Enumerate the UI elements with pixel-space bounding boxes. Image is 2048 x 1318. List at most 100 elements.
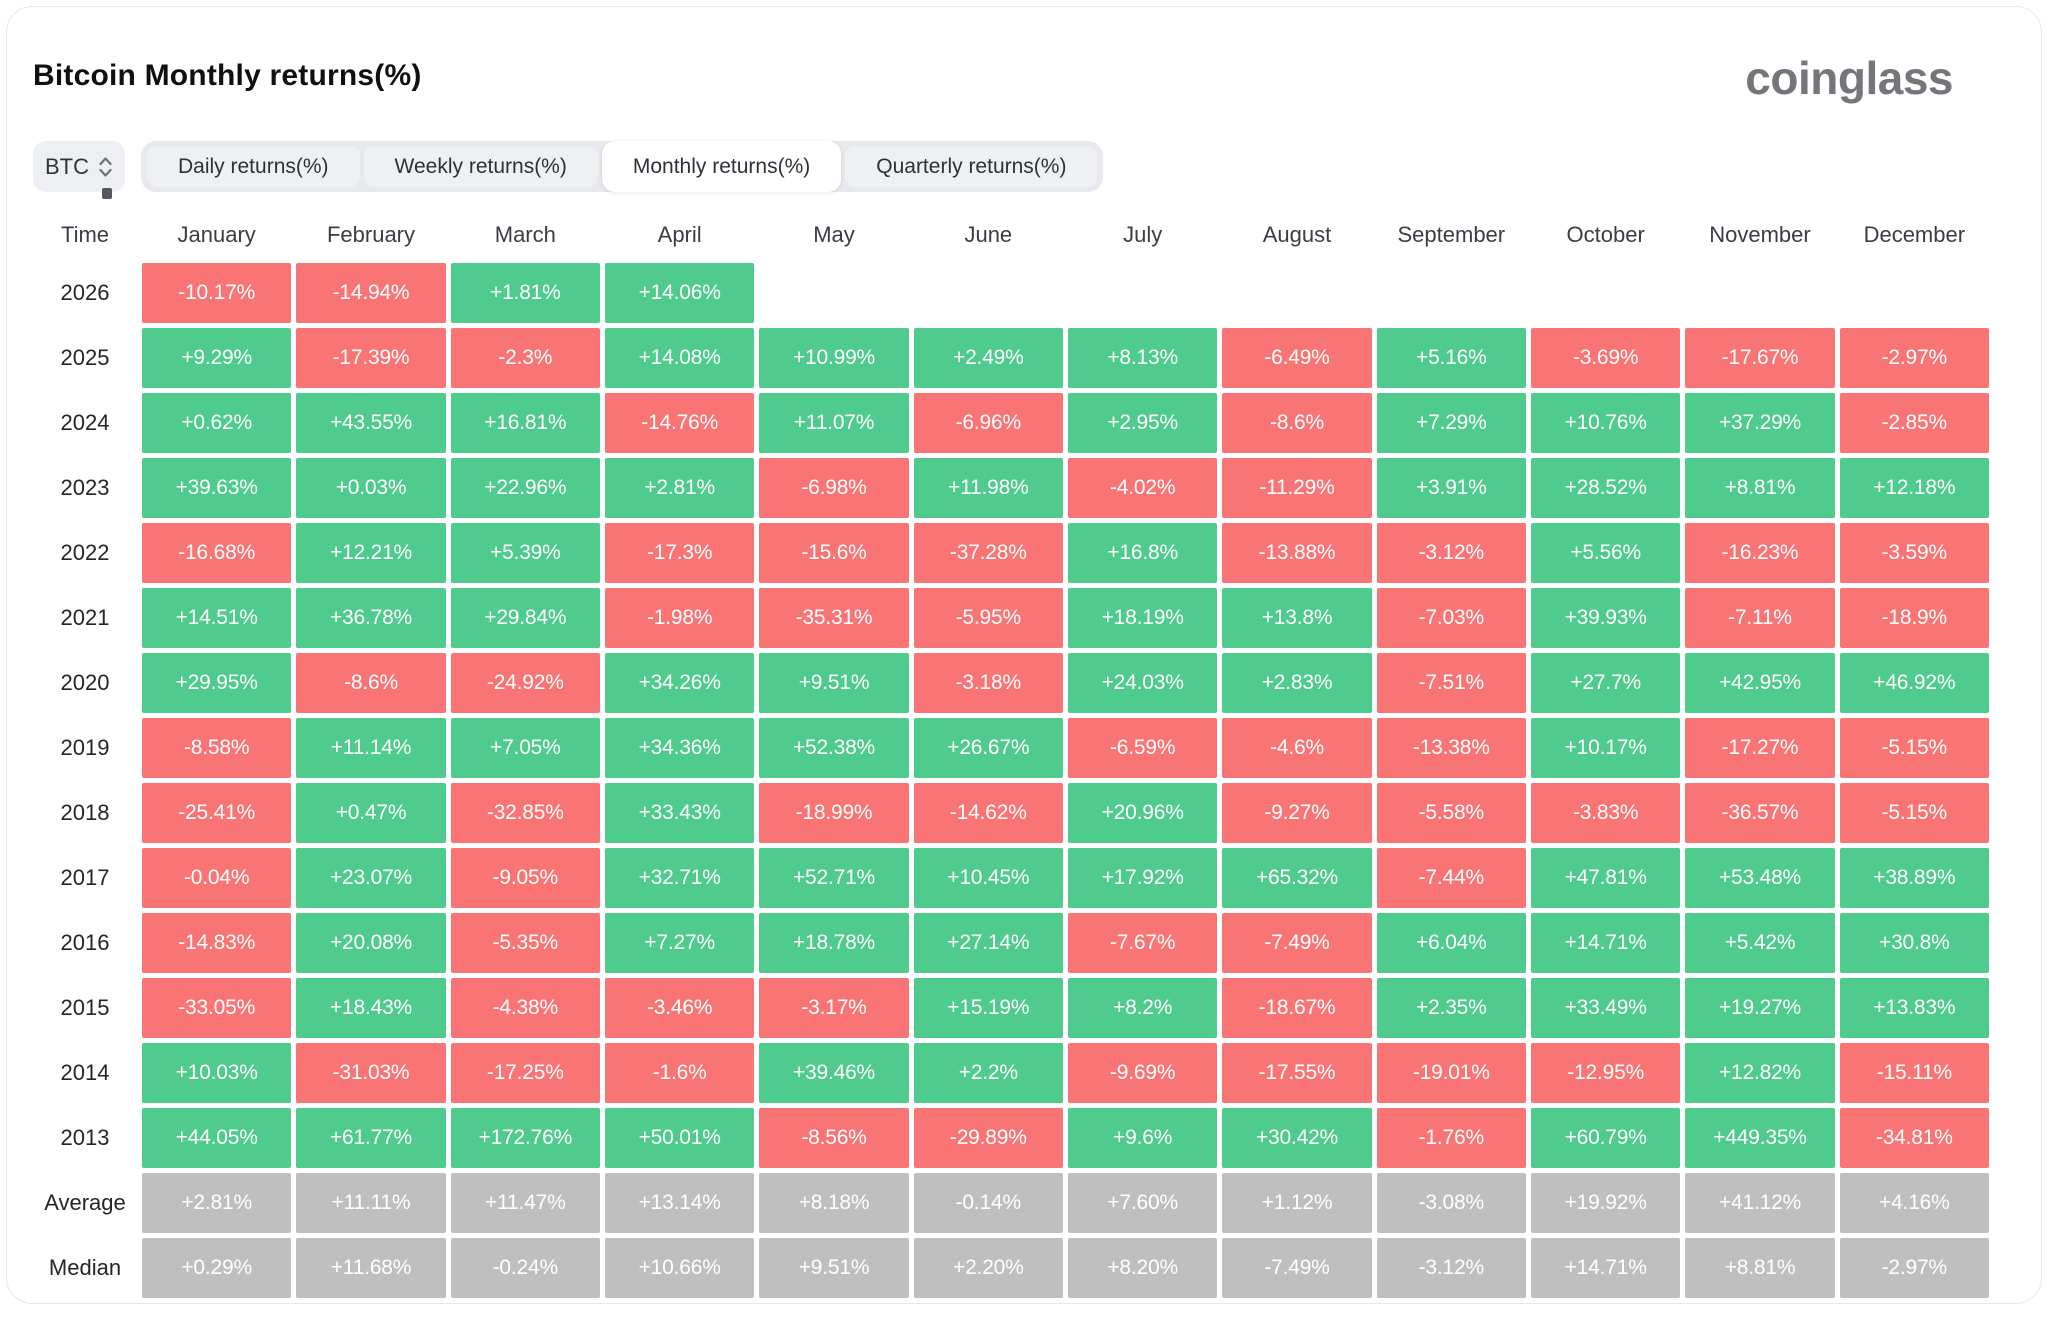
return-cell: +8.81%: [1685, 458, 1835, 518]
return-cell: -3.83%: [1530, 783, 1681, 843]
row-label: 2022: [60, 540, 110, 565]
return-cell: -17.27%: [1685, 718, 1835, 778]
return-cell: +18.43%: [296, 978, 446, 1038]
return-cell: +10.99%: [759, 328, 909, 388]
return-cell: +3.91%: [1376, 458, 1526, 518]
return-cell: +1.81%: [450, 263, 600, 323]
return-cell: -1.76%: [1376, 1108, 1526, 1168]
return-cell: +33.49%: [1530, 978, 1681, 1038]
return-cell: +8.18%: [759, 1173, 909, 1233]
return-cell: -0.14%: [913, 1173, 1063, 1233]
return-cell: -9.05%: [450, 848, 600, 908]
tab-daily-returns[interactable]: Daily returns(%): [147, 146, 360, 187]
return-cell: -17.25%: [450, 1043, 600, 1103]
row-label: 2016: [60, 930, 110, 955]
return-cell: +50.01%: [604, 1108, 755, 1168]
return-cell: +15.19%: [913, 978, 1063, 1038]
return-cell: +7.29%: [1376, 393, 1526, 453]
return-cell: -0.24%: [450, 1238, 600, 1298]
return-cell: +2.2%: [913, 1043, 1063, 1103]
return-cell: +19.27%: [1685, 978, 1835, 1038]
return-cell: +9.51%: [759, 653, 909, 713]
return-cell: [759, 263, 908, 323]
return-cell: -35.31%: [759, 588, 909, 648]
return-cell: -3.69%: [1530, 328, 1681, 388]
tab-weekly-returns[interactable]: Weekly returns(%): [363, 146, 598, 187]
return-cell: -5.15%: [1839, 783, 1989, 843]
return-cell: -8.58%: [142, 718, 292, 778]
return-cell: +2.20%: [913, 1238, 1063, 1298]
month-header: August: [1262, 222, 1332, 247]
return-cell: +26.67%: [913, 718, 1063, 778]
symbol-select[interactable]: BTC: [33, 141, 125, 192]
row-label: Median: [48, 1255, 122, 1280]
return-cell: -16.23%: [1685, 523, 1835, 583]
return-cell: -13.38%: [1376, 718, 1526, 778]
return-cell: +172.76%: [450, 1108, 600, 1168]
return-cell: -7.49%: [1222, 913, 1372, 973]
return-cell: -13.88%: [1222, 523, 1372, 583]
return-cell: [1068, 263, 1217, 323]
return-cell: -5.15%: [1839, 718, 1989, 778]
month-header: January: [177, 222, 256, 247]
return-cell: -1.6%: [604, 1043, 755, 1103]
return-cell: +2.95%: [1067, 393, 1218, 453]
return-cell: +7.27%: [604, 913, 755, 973]
return-cell: [1531, 263, 1680, 323]
return-cell: -8.56%: [759, 1108, 909, 1168]
return-cell: +33.43%: [604, 783, 755, 843]
up-down-chevron-icon: [99, 156, 112, 177]
return-cell: +8.20%: [1067, 1238, 1218, 1298]
return-cell: -7.49%: [1222, 1238, 1372, 1298]
return-cell: -7.67%: [1067, 913, 1218, 973]
return-cell: +2.81%: [604, 458, 755, 518]
return-cell: +11.14%: [296, 718, 446, 778]
return-cell: +10.45%: [913, 848, 1063, 908]
return-cell: +5.16%: [1376, 328, 1526, 388]
return-cell: -10.17%: [142, 263, 292, 323]
tab-monthly-returns[interactable]: Monthly returns(%): [601, 141, 842, 192]
return-cell: +61.77%: [296, 1108, 446, 1168]
return-cell: -12.95%: [1530, 1043, 1681, 1103]
return-cell: +11.98%: [913, 458, 1063, 518]
return-cell: -8.6%: [1222, 393, 1372, 453]
return-cell: -14.76%: [604, 393, 755, 453]
return-cell: -7.51%: [1376, 653, 1526, 713]
return-cell: -16.68%: [142, 523, 292, 583]
return-cell: +30.42%: [1222, 1108, 1372, 1168]
coinglass-logo: coinglass: [1745, 52, 1953, 104]
row-label: 2014: [60, 1060, 110, 1085]
return-cell: +10.17%: [1530, 718, 1681, 778]
return-cell: -32.85%: [450, 783, 600, 843]
return-cell: +5.39%: [450, 523, 600, 583]
tab-quarterly-returns[interactable]: Quarterly returns(%): [845, 146, 1098, 187]
month-header: June: [964, 222, 1013, 247]
return-cell: -29.89%: [913, 1108, 1063, 1168]
return-cell: +0.47%: [296, 783, 446, 843]
returns-card: Bitcoin Monthly returns(%) coinglass BTC…: [6, 6, 2042, 1304]
return-cell: +29.84%: [450, 588, 600, 648]
return-cell: +47.81%: [1530, 848, 1681, 908]
return-cell: +18.78%: [759, 913, 909, 973]
controls-bar: BTC Daily returns(%) Weekly returns(%) M…: [33, 141, 2041, 199]
return-cell: -17.39%: [296, 328, 446, 388]
return-cell: -9.27%: [1222, 783, 1372, 843]
return-cell: -6.98%: [759, 458, 909, 518]
return-cell: +11.47%: [450, 1173, 600, 1233]
return-cell: -6.49%: [1222, 328, 1372, 388]
return-cell: -2.97%: [1839, 1238, 1989, 1298]
row-label: 2018: [60, 800, 110, 825]
return-cell: -4.6%: [1222, 718, 1372, 778]
return-cell: +2.35%: [1376, 978, 1526, 1038]
table-wrap: Time January February March April May June July…: [33, 212, 2041, 1298]
return-cell: -14.94%: [296, 263, 446, 323]
row-label: 2013: [60, 1125, 110, 1150]
table-corner-label: Time: [60, 222, 110, 247]
return-cell: +10.66%: [604, 1238, 755, 1298]
return-cell: +5.56%: [1530, 523, 1681, 583]
return-cell: +9.51%: [759, 1238, 909, 1298]
month-header: September: [1397, 222, 1506, 247]
return-cell: +37.29%: [1685, 393, 1835, 453]
return-cell: -8.6%: [296, 653, 446, 713]
return-cell: -36.57%: [1685, 783, 1835, 843]
